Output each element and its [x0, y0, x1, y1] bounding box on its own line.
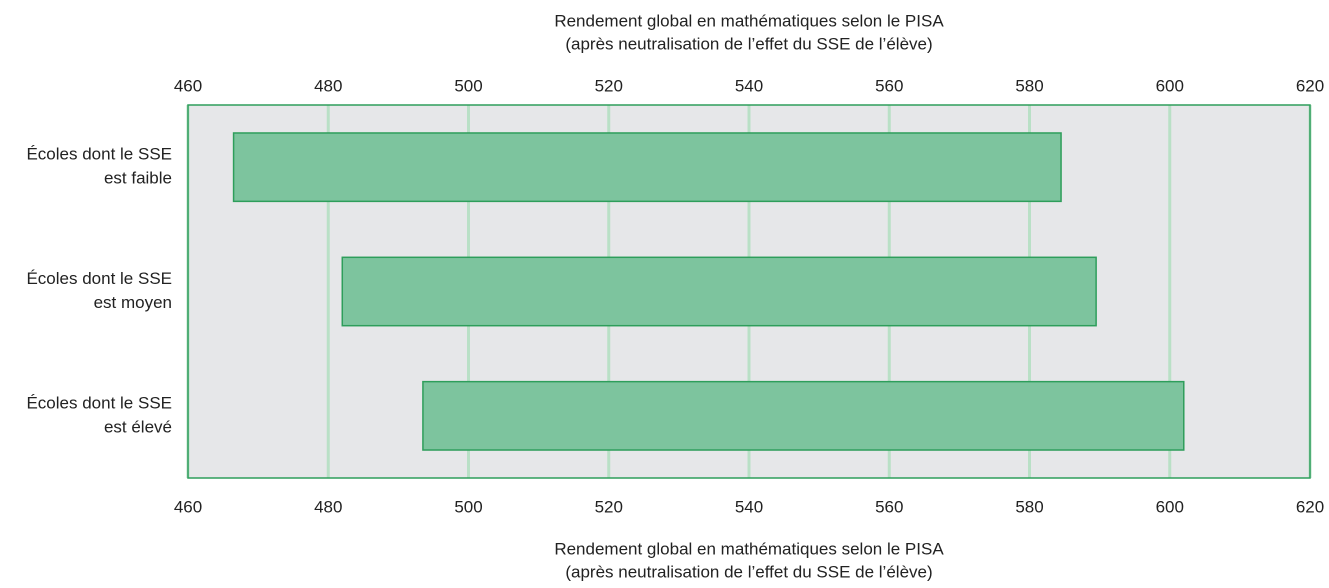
- x-tick-label-top: 540: [735, 76, 763, 95]
- x-tick-label-bottom: 520: [595, 497, 623, 516]
- x-tick-label-top: 580: [1015, 76, 1043, 95]
- x-axis-title-top: Rendement global en mathématiques selon …: [554, 11, 944, 30]
- x-tick-label-bottom: 580: [1015, 497, 1043, 516]
- x-tick-label-top: 480: [314, 76, 342, 95]
- category-label: Écoles dont le SSE: [26, 269, 172, 288]
- x-tick-label-bottom: 460: [174, 497, 202, 516]
- category-label: Écoles dont le SSE: [26, 393, 172, 412]
- x-tick-label-bottom: 500: [454, 497, 482, 516]
- bar: [341, 256, 1097, 327]
- x-tick-label-top: 560: [875, 76, 903, 95]
- bar: [232, 132, 1062, 203]
- category-label: est élevé: [104, 417, 172, 436]
- category-label: est moyen: [94, 293, 172, 312]
- x-tick-label-top: 500: [454, 76, 482, 95]
- x-tick-label-bottom: 560: [875, 497, 903, 516]
- x-tick-label-top: 520: [595, 76, 623, 95]
- x-tick-label-bottom: 480: [314, 497, 342, 516]
- x-tick-label-bottom: 620: [1296, 497, 1324, 516]
- bar: [422, 380, 1185, 451]
- x-tick-label-bottom: 600: [1156, 497, 1184, 516]
- x-tick-label-top: 460: [174, 76, 202, 95]
- x-axis-title-bottom: (après neutralisation de l’effet du SSE …: [565, 562, 932, 581]
- x-tick-label-bottom: 540: [735, 497, 763, 516]
- category-label: est faible: [104, 169, 172, 188]
- plot-border: [187, 104, 1311, 479]
- x-tick-label-top: 620: [1296, 76, 1324, 95]
- x-axis-title-bottom: Rendement global en mathématiques selon …: [554, 539, 944, 558]
- x-tick-label-top: 600: [1156, 76, 1184, 95]
- x-axis-title-top: (après neutralisation de l’effet du SSE …: [565, 34, 932, 53]
- category-label: Écoles dont le SSE: [26, 145, 172, 164]
